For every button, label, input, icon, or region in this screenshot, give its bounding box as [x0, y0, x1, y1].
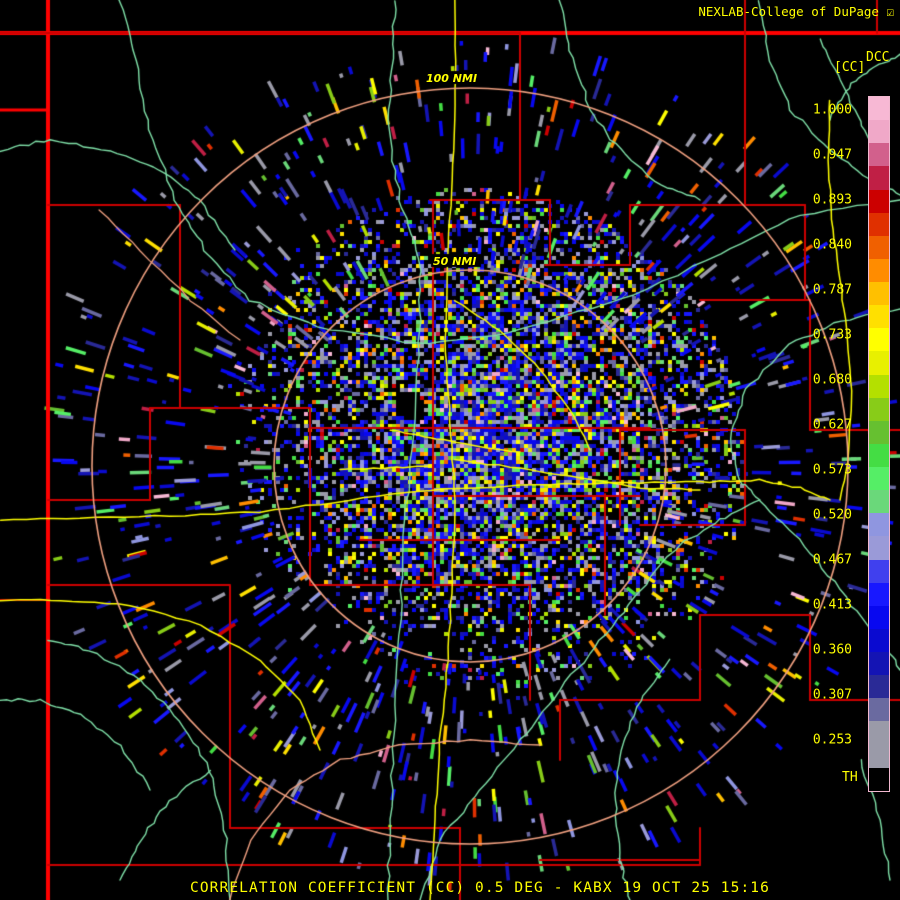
color-scale-tick-label: 0.893 — [812, 192, 852, 208]
color-scale-gradient — [869, 97, 889, 791]
color-scale-block — [869, 628, 889, 652]
color-scale-block — [869, 212, 889, 236]
color-scale-block — [869, 97, 889, 121]
color-scale-block — [869, 305, 889, 329]
color-scale-tick-label: 0.467 — [812, 552, 852, 568]
product-status-bar: CORRELATION COEFFICIENT (CC) 0.5 DEG - K… — [190, 880, 770, 896]
color-scale-block — [869, 374, 889, 398]
color-scale-tick-label: 0.307 — [812, 687, 852, 703]
color-scale-tick-label: 0.360 — [812, 642, 852, 658]
color-scale-block — [869, 513, 889, 537]
color-scale-tick-label: 0.627 — [812, 417, 852, 433]
color-scale-block — [869, 559, 889, 583]
color-scale-block — [869, 605, 889, 629]
color-scale-block — [869, 698, 889, 722]
color-scale-tick-label: 0.840 — [812, 237, 852, 253]
color-scale-block — [869, 120, 889, 144]
color-scale-block — [869, 258, 889, 282]
range-ring-label-100nmi: 100 NMI — [426, 72, 478, 85]
color-scale-block — [869, 675, 889, 699]
color-scale-block — [869, 420, 889, 444]
color-scale-block — [869, 744, 889, 768]
color-scale-block — [869, 582, 889, 606]
color-scale-block — [869, 652, 889, 676]
color-scale-block — [869, 235, 889, 259]
color-scale-tick-label: 0.573 — [812, 462, 852, 478]
color-scale-block — [869, 443, 889, 467]
color-scale-tick-label: 0.413 — [812, 597, 852, 613]
color-scale-block — [869, 189, 889, 213]
color-scale-tick-label: 1.000 — [812, 102, 852, 118]
color-scale-tick-label: 0.733 — [812, 327, 852, 343]
color-scale-block — [869, 767, 889, 791]
color-scale-bar[interactable] — [868, 96, 890, 792]
color-scale-block — [869, 536, 889, 560]
range-ring-label-50nmi: 50 NMI — [433, 255, 477, 268]
color-scale-block — [869, 351, 889, 375]
brand-label: NEXLAB-College of DuPage ☑ — [698, 4, 894, 19]
color-scale-unit-label: [CC] — [834, 60, 866, 75]
color-scale-tick-label: 0.253 — [812, 732, 852, 748]
color-scale-block — [869, 166, 889, 190]
color-scale-block — [869, 143, 889, 167]
color-scale-block — [869, 397, 889, 421]
color-scale-block — [869, 282, 889, 306]
color-scale-block — [869, 467, 889, 491]
color-scale-block — [869, 721, 889, 745]
color-scale-threshold-label: TH — [842, 770, 858, 785]
color-scale-tick-label: 0.787 — [812, 282, 852, 298]
color-scale-title-label: DCC — [866, 50, 890, 65]
color-scale-block — [869, 328, 889, 352]
color-scale-tick-label: 0.947 — [812, 147, 852, 163]
color-scale-tick-label: 0.520 — [812, 507, 852, 523]
color-scale-block — [869, 490, 889, 514]
color-scale-tick-label: 0.680 — [812, 372, 852, 388]
